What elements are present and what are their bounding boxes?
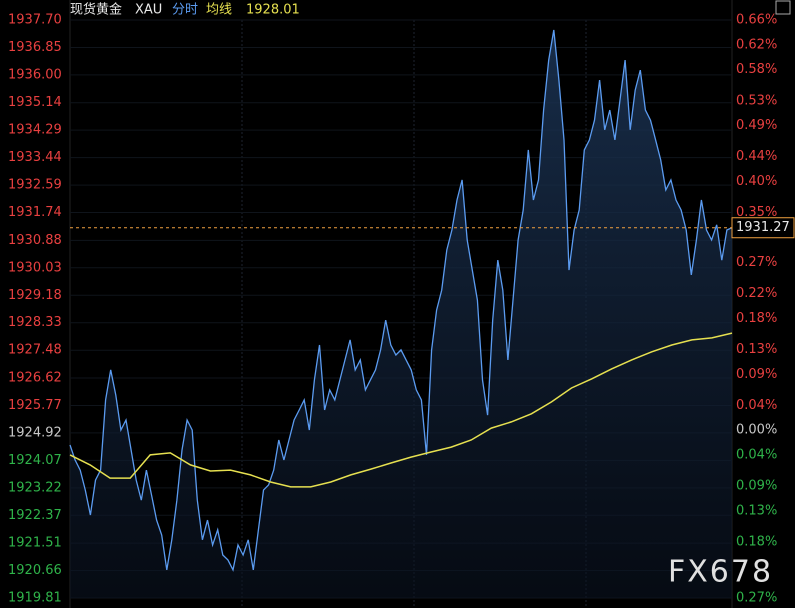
y2-tick-label: 0.27%	[736, 255, 777, 270]
last-price-box	[731, 217, 795, 239]
instrument-symbol: XAU	[135, 3, 162, 18]
y2-tick-label: 0.35%	[736, 205, 777, 220]
y2-tick-label: 0.00%	[736, 423, 777, 438]
y-tick-label: 1924.07	[8, 453, 62, 468]
y2-tick-label: 0.62%	[736, 37, 777, 52]
avg-value: 1928.01	[246, 3, 300, 18]
y2-tick-label: 0.66%	[736, 13, 777, 28]
y-tick-label: 1920.66	[8, 563, 62, 578]
y-tick-label: 1926.62	[8, 370, 62, 385]
y-tick-label: 1932.59	[8, 178, 62, 193]
y-tick-label: 1933.44	[8, 150, 62, 165]
y-tick-label: 1921.51	[8, 536, 62, 551]
y-tick-label: 1930.03	[8, 260, 62, 275]
y-tick-label: 1928.33	[8, 315, 62, 330]
y-tick-label: 1936.85	[8, 40, 62, 55]
y-tick-label: 1922.37	[8, 508, 62, 523]
expand-button[interactable]	[775, 0, 791, 15]
y2-tick-label: 0.49%	[736, 118, 777, 133]
instrument-name: 现货黄金	[70, 2, 122, 18]
y-tick-label: 1924.92	[8, 425, 62, 440]
y-tick-label: 1936.00	[8, 67, 62, 82]
watermark: FX678	[668, 555, 773, 590]
y2-tick-label: 0.27%	[736, 591, 777, 606]
y2-tick-label: 0.04%	[736, 398, 777, 413]
y2-tick-label: 0.18%	[736, 311, 777, 326]
average-line	[69, 332, 733, 488]
legend-entry: 均线	[206, 3, 232, 18]
y2-tick-label: 0.09%	[736, 479, 777, 494]
y2-tick-label: 0.13%	[736, 342, 777, 357]
y2-tick-label: 0.04%	[736, 448, 777, 463]
y2-tick-label: 0.13%	[736, 503, 777, 518]
y2-tick-label: 0.44%	[736, 149, 777, 164]
y-tick-label: 1937.70	[8, 13, 62, 28]
y-tick-label: 1930.88	[8, 233, 62, 248]
y-tick-label: 1923.22	[8, 480, 62, 495]
price-line	[69, 29, 733, 572]
y2-tick-label: 0.22%	[736, 286, 777, 301]
area-fill	[70, 30, 732, 598]
y-tick-label: 1934.29	[8, 123, 62, 138]
y2-tick-label: 0.40%	[736, 174, 777, 189]
y-tick-label: 1927.48	[8, 343, 62, 358]
y-tick-label: 1935.14	[8, 95, 62, 110]
last-price-label: 1931.27	[736, 220, 790, 235]
y2-tick-label: 0.18%	[736, 535, 777, 550]
y2-tick-label: 0.58%	[736, 62, 777, 77]
y-tick-label: 1931.74	[8, 205, 62, 220]
y2-tick-label: 0.09%	[736, 367, 777, 382]
legend-entry: 分时	[172, 3, 198, 18]
y2-tick-label: 0.53%	[736, 93, 777, 108]
y-tick-label: 1929.18	[8, 288, 62, 303]
y-tick-label: 1925.77	[8, 398, 62, 413]
y-tick-label: 1919.81	[8, 591, 62, 606]
